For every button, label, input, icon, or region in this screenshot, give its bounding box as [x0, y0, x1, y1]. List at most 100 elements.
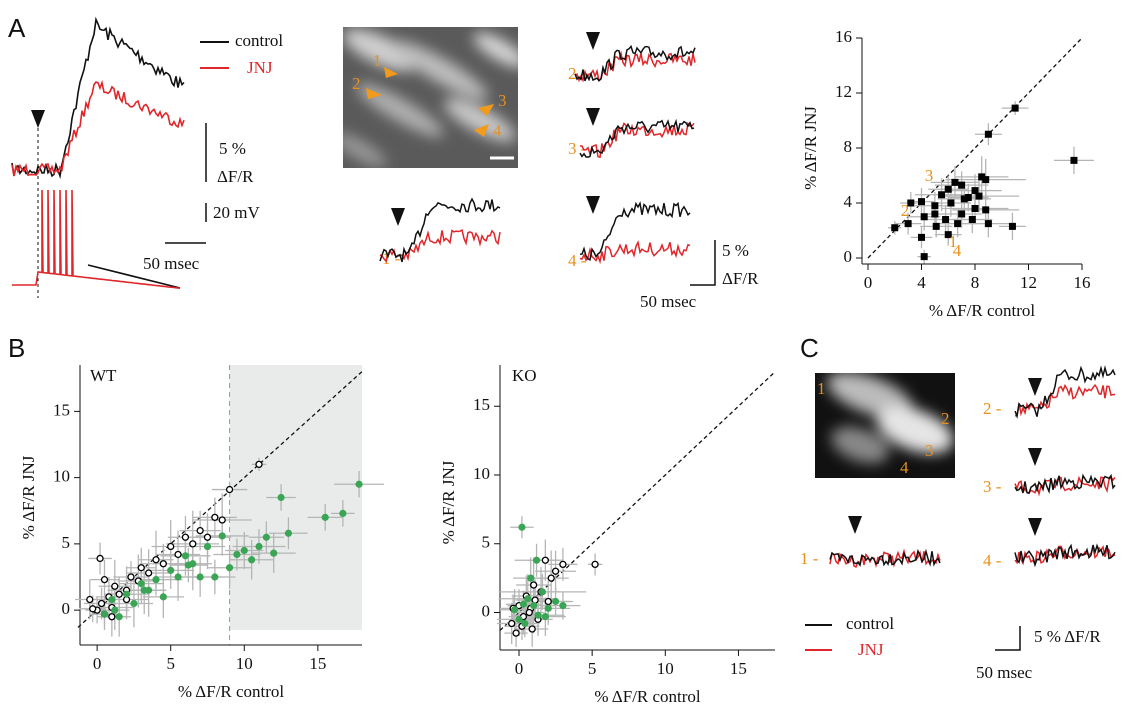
point [355, 480, 363, 488]
point [944, 231, 952, 239]
point [339, 509, 347, 517]
point [551, 567, 560, 575]
point [931, 202, 939, 210]
y-tick-label: 16 [835, 27, 852, 46]
point [225, 564, 234, 572]
point [115, 613, 123, 621]
scale-label: 20 mV [213, 203, 260, 222]
point [534, 611, 542, 619]
point [111, 606, 119, 614]
point [277, 493, 285, 502]
point [907, 199, 915, 207]
point [270, 549, 278, 557]
roi-label: 3 [498, 91, 507, 110]
scale-bars [165, 123, 1021, 651]
trace-label: 1 - [800, 549, 819, 568]
scale-label: 50 msec [640, 292, 697, 311]
point [944, 185, 952, 193]
point [284, 529, 293, 537]
point [954, 220, 962, 228]
point [167, 566, 175, 574]
x-tick-label: 0 [864, 273, 873, 292]
trace [12, 189, 181, 289]
point [167, 542, 175, 551]
scale-label: 5 % [722, 241, 749, 260]
trace [1014, 365, 1116, 420]
point [140, 586, 148, 594]
point [551, 597, 560, 606]
point [130, 599, 138, 608]
point [196, 573, 204, 581]
point [96, 554, 104, 563]
roi-label: 4 [493, 121, 502, 140]
y-tick-label: 0 [62, 599, 71, 618]
x-tick-label: 15 [730, 659, 747, 678]
point [181, 533, 190, 541]
point [978, 173, 986, 181]
point [960, 195, 968, 203]
point [932, 222, 940, 230]
point [982, 206, 990, 214]
point [189, 540, 197, 548]
point [544, 597, 552, 606]
point [951, 178, 959, 186]
y-tick-label: 5 [62, 533, 71, 552]
point [527, 574, 535, 582]
point [918, 233, 925, 241]
roi-label: 1 [373, 51, 382, 70]
point [982, 176, 990, 184]
point [519, 600, 528, 608]
point [100, 610, 109, 618]
annotation: 1 [949, 232, 958, 251]
point [1070, 156, 1078, 164]
trace [579, 121, 695, 159]
point [137, 564, 145, 572]
roi-label: 1 [817, 379, 826, 398]
point [122, 590, 131, 598]
trace [829, 548, 941, 567]
point [918, 198, 925, 206]
point [86, 595, 94, 604]
point [964, 194, 972, 201]
point [100, 576, 109, 584]
x-axis-label: % ΔF/R control [178, 682, 285, 701]
point [115, 590, 123, 598]
trace [379, 197, 501, 263]
point [137, 580, 145, 588]
x-tick-label: 8 [971, 273, 980, 292]
point [508, 619, 516, 628]
point [97, 599, 106, 608]
annotation: 4 [953, 241, 962, 260]
point [524, 595, 532, 603]
roi-label: 2 [352, 74, 361, 93]
point [248, 556, 256, 564]
trace-label: 4 - [568, 251, 587, 270]
point [541, 556, 549, 564]
point [975, 192, 983, 200]
point [211, 573, 219, 581]
point [108, 595, 116, 604]
y-axis-label: % ΔF/R JNJ [801, 106, 820, 190]
point [984, 130, 992, 138]
trace-label: 3 - [568, 139, 587, 158]
trace-label: 2 - [983, 399, 1002, 418]
point [511, 606, 519, 614]
point [108, 613, 116, 621]
trace [574, 44, 696, 82]
point [184, 561, 192, 569]
point [203, 533, 212, 541]
point [89, 605, 97, 613]
point [159, 560, 167, 568]
x-tick-label: 16 [1074, 273, 1091, 292]
y-tick-label: 8 [844, 137, 853, 156]
point [1008, 222, 1016, 230]
trace [1015, 383, 1116, 417]
trace-label: 4 - [983, 551, 1002, 570]
layout [31, 27, 1042, 651]
x-axis-label: % ΔF/R control [594, 687, 701, 706]
point [971, 205, 979, 212]
legend-label: JNJ [858, 640, 884, 659]
roi-label: 4 [900, 458, 909, 477]
point [920, 213, 928, 221]
point [532, 556, 541, 564]
